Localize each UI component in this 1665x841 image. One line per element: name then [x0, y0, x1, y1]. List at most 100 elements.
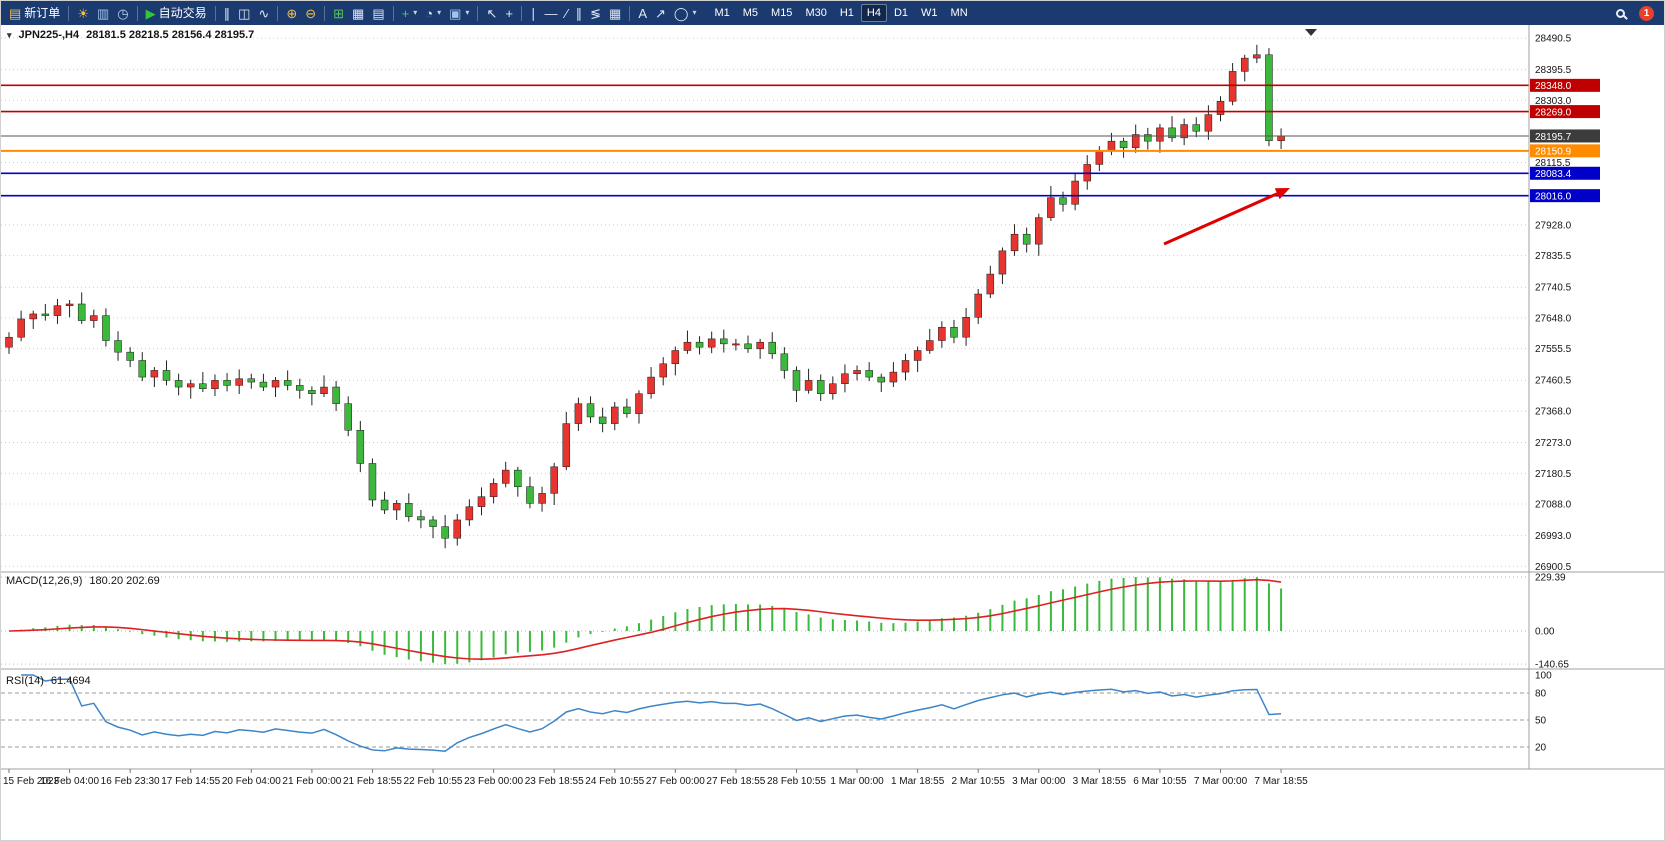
chart-shift-marker[interactable]	[1305, 29, 1317, 36]
timeframe-d1-button[interactable]: D1	[893, 7, 909, 19]
dropdown-caret-icon: ▾	[413, 8, 418, 17]
new-chart-icon[interactable]: + ▾	[398, 5, 422, 22]
template-icon[interactable]: ▣ ▾	[445, 5, 473, 22]
trend-arrow-head[interactable]	[1274, 188, 1290, 200]
timeframe-m1-button[interactable]: M1	[714, 7, 730, 19]
svg-text:23 Feb 18:55: 23 Feb 18:55	[525, 776, 584, 787]
macd-histogram	[20, 577, 1283, 665]
candlestick-chart-icon[interactable]: ◫	[234, 5, 254, 22]
tile-windows-icon-glyph: ⊞	[333, 5, 345, 21]
zoom-out-icon[interactable]: ⊖	[301, 5, 320, 22]
macd-values: 180.20 202.69	[89, 575, 160, 587]
svg-text:27835.5: 27835.5	[1535, 251, 1572, 262]
bar-chart-icon[interactable]: ∥	[220, 5, 235, 22]
resistance-line-upper-badge	[1530, 78, 1600, 92]
market-watch-icon-glyph: ▥	[96, 5, 110, 21]
indicators-icon-glyph: ☀	[77, 5, 89, 21]
search-icon[interactable]	[1612, 7, 1629, 20]
market-watch-icon[interactable]: ▥	[93, 5, 113, 22]
shapes-icon[interactable]: ◯ ▾	[670, 5, 701, 22]
svg-text:17 Feb 14:55: 17 Feb 14:55	[161, 776, 220, 787]
text-icon-glyph: A	[638, 5, 647, 21]
svg-text:15 Feb 2023: 15 Feb 2023	[3, 776, 60, 787]
svg-text:22 Feb 10:55: 22 Feb 10:55	[404, 776, 463, 787]
arrow-marker-icon[interactable]: ↗	[651, 5, 670, 22]
svg-text:27460.5: 27460.5	[1535, 376, 1572, 387]
toolbar-separator	[68, 5, 70, 21]
refresh-icon[interactable]: ◷	[113, 5, 132, 22]
timeframe-m30-button[interactable]: M30	[805, 7, 827, 19]
vertical-line-icon[interactable]: ∣	[526, 5, 541, 22]
price-axis[interactable]: 28490.5 28395.5 28303.0 28115.5 27928.0 27835…	[1535, 34, 1572, 573]
timeframe-toolbar: M1 M5 M15 M30 H1 H4 D1 W1 MN	[708, 4, 973, 22]
text-icon[interactable]: A	[634, 5, 651, 22]
toolbar-separator	[277, 5, 279, 21]
tile-windows-icon[interactable]: ⊞	[329, 5, 348, 22]
dropdown-caret-icon: ▾	[692, 8, 697, 17]
symbol-timeframe-label: JPN225-,H4	[18, 29, 80, 41]
line-chart-icon[interactable]: ∿	[254, 5, 273, 22]
auto-trading-button[interactable]: ▶ 自动交易	[142, 5, 211, 22]
toolbar-separator	[629, 5, 631, 21]
toolbar-separator	[136, 5, 138, 21]
auto-trading-glyph: ▶	[145, 5, 156, 21]
auto-trading-button-label: 自动交易	[158, 6, 207, 20]
rsi-panel: 100 80 50 20	[1, 671, 1552, 754]
trend-arrow[interactable]	[1163, 192, 1278, 246]
toolbar-separator	[477, 5, 479, 21]
price-grid	[1, 37, 1529, 567]
horizontal-line-icon[interactable]: —	[540, 5, 561, 22]
grid-icon[interactable]: ▦	[605, 5, 625, 22]
macd-label: MACD(12,26,9)	[6, 575, 83, 587]
indicators-icon[interactable]: ☀	[73, 5, 93, 22]
svg-text:229.39: 229.39	[1535, 573, 1566, 584]
rsi-legend: RSI(14) 61.4694	[6, 675, 91, 687]
cursor-icon[interactable]: ↖	[482, 5, 501, 22]
rsi-line	[21, 674, 1282, 753]
notification-badge[interactable]: 1	[1639, 5, 1654, 21]
crosshair-icon-glyph: +	[505, 5, 513, 21]
timeframe-w1-button[interactable]: W1	[921, 7, 938, 19]
cascade-windows-icon[interactable]: ▦	[348, 5, 368, 22]
svg-text:28016.0: 28016.0	[1535, 191, 1572, 202]
svg-text:27928.0: 27928.0	[1535, 220, 1572, 231]
svg-text:28 Feb 10:55: 28 Feb 10:55	[767, 776, 826, 787]
timeframe-h4-button[interactable]: H4	[860, 4, 887, 22]
cursor-icon-glyph: ↖	[486, 5, 498, 21]
arrange-windows-icon[interactable]: ▤	[368, 5, 388, 22]
cascade-windows-icon-glyph: ▦	[352, 5, 365, 21]
svg-text:28490.5: 28490.5	[1535, 34, 1572, 45]
crosshair-icon[interactable]: +	[501, 5, 517, 22]
fibonacci-icon-glyph: ≶	[590, 5, 602, 21]
timeframe-mn-button[interactable]: MN	[950, 7, 968, 19]
price-chart-canvas[interactable]: 28490.5 28395.5 28303.0 28115.5 27928.0 27835…	[1, 25, 1665, 841]
current-price-line-badge	[1530, 129, 1600, 143]
channel-icon[interactable]: ∥	[572, 5, 587, 22]
timeframe-h1-button[interactable]: H1	[839, 7, 854, 19]
svg-text:80: 80	[1535, 689, 1547, 700]
channel-icon-glyph: ∥	[575, 5, 583, 21]
svg-text:20: 20	[1535, 743, 1547, 754]
new-order-button[interactable]: ▤ 新订单	[5, 5, 64, 22]
chart-menu-icon[interactable]: ▾	[7, 29, 12, 40]
svg-text:27180.5: 27180.5	[1535, 469, 1572, 480]
support-line-orange-badge	[1530, 144, 1600, 158]
period-icon-glyph: ◔	[425, 5, 434, 21]
line-chart-icon-glyph: ∿	[258, 5, 270, 21]
fibonacci-icon[interactable]: ≶	[586, 5, 605, 22]
zoom-in-icon[interactable]: ⊕	[282, 5, 301, 22]
svg-text:27088.0: 27088.0	[1535, 500, 1572, 511]
svg-text:26900.5: 26900.5	[1535, 562, 1572, 573]
svg-text:27 Feb 18:55: 27 Feb 18:55	[706, 776, 765, 787]
timeframe-m15-button[interactable]: M15	[771, 7, 793, 19]
toolbar-separator	[520, 5, 522, 21]
bar-chart-icon-glyph: ∥	[223, 5, 231, 21]
timeframe-m5-button[interactable]: M5	[742, 7, 759, 19]
svg-text:28115.5: 28115.5	[1535, 158, 1571, 169]
svg-text:27740.5: 27740.5	[1535, 283, 1572, 294]
svg-text:7 Mar 00:00: 7 Mar 00:00	[1194, 776, 1248, 787]
trendline-icon[interactable]: ∕	[561, 5, 571, 22]
period-icon[interactable]: ◔ ▾	[421, 5, 445, 22]
